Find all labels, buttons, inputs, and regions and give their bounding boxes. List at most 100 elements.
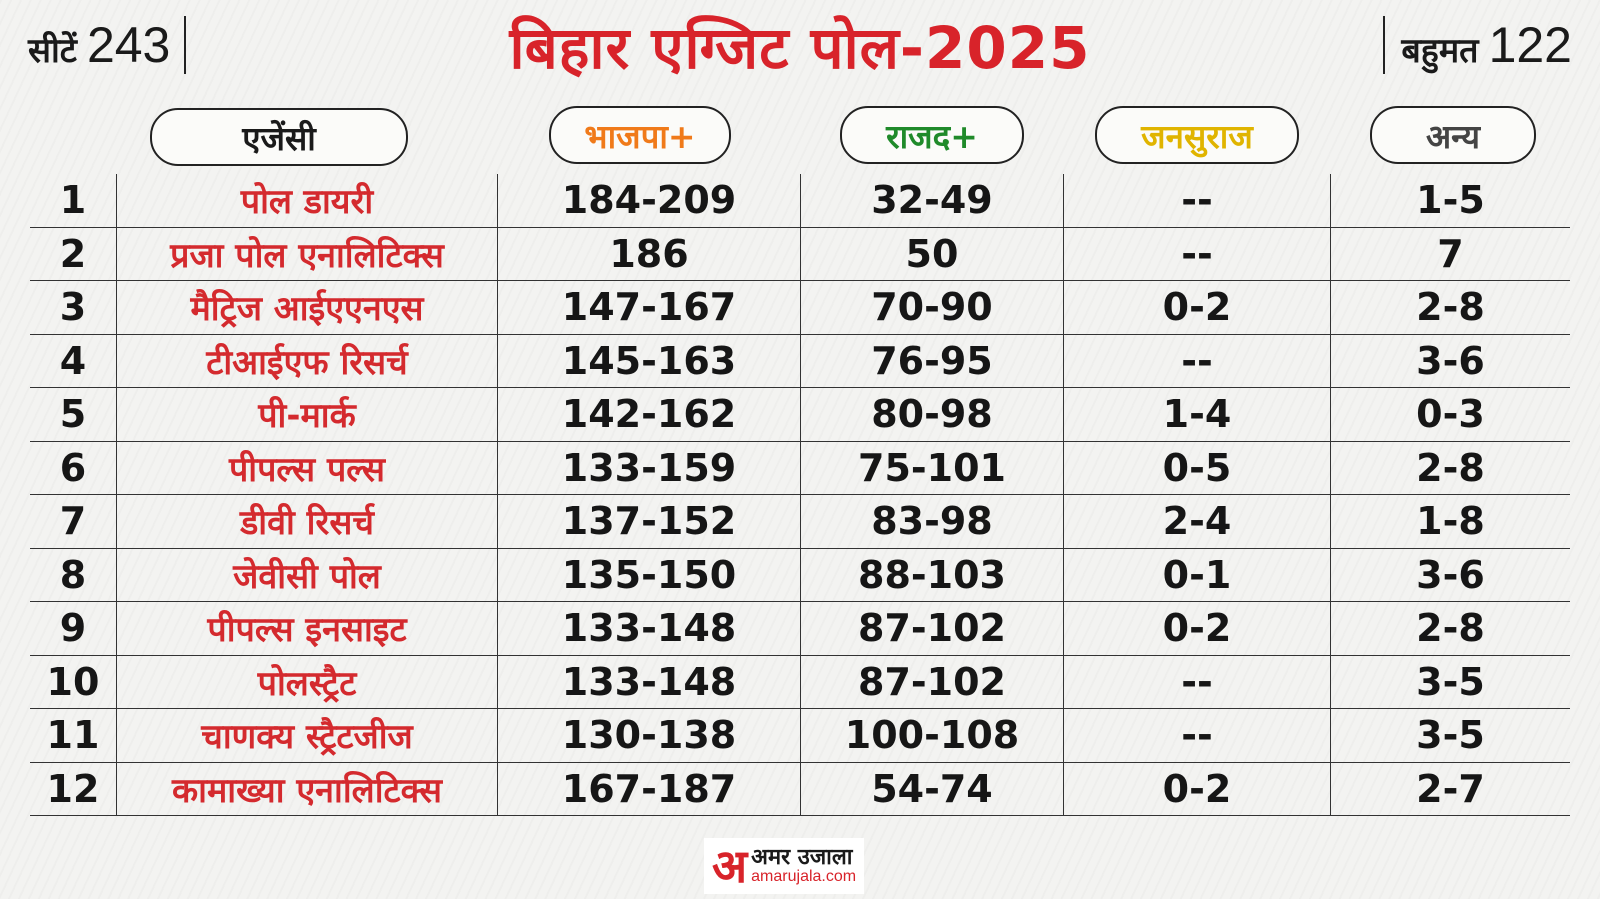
table-row: 1 पोल डायरी 184-209 32-49 -- 1-5 bbox=[30, 174, 1570, 228]
bjp-seats: 133-159 bbox=[497, 441, 801, 495]
others-seats: 3-6 bbox=[1330, 334, 1570, 388]
others-seats: 0-3 bbox=[1330, 387, 1570, 442]
others-seats: 2-8 bbox=[1330, 601, 1570, 656]
page-title: बिहार एग्जिट पोल-2025 bbox=[509, 14, 1091, 82]
others-seats: 2-8 bbox=[1330, 441, 1570, 495]
table-row: 9 पीपल्स इनसाइट 133-148 87-102 0-2 2-8 bbox=[30, 601, 1570, 656]
exit-poll-table: 1 पोल डायरी 184-209 32-49 -- 1-5 2 प्रजा पोल एन… bbox=[30, 174, 1570, 816]
column-header-others: अन्य bbox=[1370, 106, 1536, 164]
column-header-jansuraj: जनसुराज bbox=[1095, 106, 1299, 164]
row-number: 5 bbox=[30, 387, 117, 442]
column-header-bjp: भाजपा+ bbox=[549, 106, 731, 164]
rjd-seats: 32-49 bbox=[800, 174, 1064, 228]
bjp-seats: 184-209 bbox=[497, 174, 801, 228]
majority-value: 122 bbox=[1488, 17, 1572, 73]
others-seats: 3-5 bbox=[1330, 655, 1570, 709]
logo-site: amarujala.com bbox=[751, 868, 857, 885]
rjd-seats: 75-101 bbox=[800, 441, 1064, 495]
rjd-seats: 54-74 bbox=[800, 762, 1064, 816]
agency-name: पोल डायरी bbox=[116, 174, 498, 228]
bjp-seats: 133-148 bbox=[497, 655, 801, 709]
table-row: 8 जेवीसी पोल 135-150 88-103 0-1 3-6 bbox=[30, 548, 1570, 602]
jansuraj-seats: -- bbox=[1063, 227, 1331, 281]
table-row: 10 पोलस्ट्रैट 133-148 87-102 -- 3-5 bbox=[30, 655, 1570, 709]
exit-poll-rows: 1 पोल डायरी 184-209 32-49 -- 1-5 2 प्रजा पोल एन… bbox=[30, 174, 1570, 816]
others-seats: 2-7 bbox=[1330, 762, 1570, 816]
others-seats: 3-6 bbox=[1330, 548, 1570, 602]
row-number: 4 bbox=[30, 334, 117, 388]
jansuraj-seats: 0-5 bbox=[1063, 441, 1331, 495]
row-number: 3 bbox=[30, 280, 117, 335]
agency-name: डीवी रिसर्च bbox=[116, 494, 498, 549]
agency-name: पोलस्ट्रैट bbox=[116, 655, 498, 709]
bjp-seats: 145-163 bbox=[497, 334, 801, 388]
jansuraj-seats: 0-2 bbox=[1063, 601, 1331, 656]
rjd-seats: 70-90 bbox=[800, 280, 1064, 335]
rjd-seats: 88-103 bbox=[800, 548, 1064, 602]
rjd-seats: 50 bbox=[800, 227, 1064, 281]
bjp-seats: 133-148 bbox=[497, 601, 801, 656]
majority-label: बहुमत bbox=[1401, 31, 1479, 71]
bjp-seats: 130-138 bbox=[497, 708, 801, 763]
seats-label: सीटें bbox=[28, 31, 77, 71]
bjp-seats: 137-152 bbox=[497, 494, 801, 549]
agency-name: जेवीसी पोल bbox=[116, 548, 498, 602]
amar-ujala-logo: अ अमर उजाला amarujala.com bbox=[704, 838, 865, 894]
agency-name: प्रजा पोल एनालिटिक्स bbox=[116, 227, 498, 281]
others-seats: 7 bbox=[1330, 227, 1570, 281]
rjd-seats: 87-102 bbox=[800, 601, 1064, 656]
rjd-seats: 83-98 bbox=[800, 494, 1064, 549]
rjd-seats: 76-95 bbox=[800, 334, 1064, 388]
row-number: 12 bbox=[30, 762, 117, 816]
jansuraj-seats: 1-4 bbox=[1063, 387, 1331, 442]
rjd-seats: 87-102 bbox=[800, 655, 1064, 709]
bjp-seats: 167-187 bbox=[497, 762, 801, 816]
row-number: 2 bbox=[30, 227, 117, 281]
jansuraj-seats: -- bbox=[1063, 655, 1331, 709]
row-number: 11 bbox=[30, 708, 117, 763]
jansuraj-seats: -- bbox=[1063, 334, 1331, 388]
row-number: 1 bbox=[30, 174, 117, 228]
agency-name: कामाख्या एनालिटिक्स bbox=[116, 762, 498, 816]
table-row: 6 पीपल्स पल्स 133-159 75-101 0-5 2-8 bbox=[30, 441, 1570, 495]
bjp-seats: 147-167 bbox=[497, 280, 801, 335]
row-number: 10 bbox=[30, 655, 117, 709]
agency-name: पीपल्स इनसाइट bbox=[116, 601, 498, 656]
row-number: 6 bbox=[30, 441, 117, 495]
table-row: 12 कामाख्या एनालिटिक्स 167-187 54-74 0-2 2-7 bbox=[30, 762, 1570, 816]
majority-mark: बहुमत 122 bbox=[1383, 16, 1572, 74]
row-number: 8 bbox=[30, 548, 117, 602]
jansuraj-seats: 0-2 bbox=[1063, 762, 1331, 816]
table-row: 4 टीआईएफ रिसर्च 145-163 76-95 -- 3-6 bbox=[30, 334, 1570, 388]
jansuraj-seats: 0-1 bbox=[1063, 548, 1331, 602]
jansuraj-seats: 0-2 bbox=[1063, 280, 1331, 335]
row-number: 7 bbox=[30, 494, 117, 549]
column-header-rjd: राजद+ bbox=[840, 106, 1024, 164]
others-seats: 1-8 bbox=[1330, 494, 1570, 549]
agency-name: पीपल्स पल्स bbox=[116, 441, 498, 495]
bjp-seats: 186 bbox=[497, 227, 801, 281]
rjd-seats: 80-98 bbox=[800, 387, 1064, 442]
jansuraj-seats: -- bbox=[1063, 708, 1331, 763]
agency-name: टीआईएफ रिसर्च bbox=[116, 334, 498, 388]
jansuraj-seats: 2-4 bbox=[1063, 494, 1331, 549]
agency-name: मैट्रिज आईएएनएस bbox=[116, 280, 498, 335]
bjp-seats: 135-150 bbox=[497, 548, 801, 602]
bjp-seats: 142-162 bbox=[497, 387, 801, 442]
table-row: 3 मैट्रिज आईएएनएस 147-167 70-90 0-2 2-8 bbox=[30, 280, 1570, 335]
jansuraj-seats: -- bbox=[1063, 174, 1331, 228]
table-row: 7 डीवी रिसर्च 137-152 83-98 2-4 1-8 bbox=[30, 494, 1570, 549]
table-row: 5 पी-मार्क 142-162 80-98 1-4 0-3 bbox=[30, 387, 1570, 442]
logo-mark-icon: अ bbox=[712, 839, 748, 893]
others-seats: 3-5 bbox=[1330, 708, 1570, 763]
rjd-seats: 100-108 bbox=[800, 708, 1064, 763]
others-seats: 1-5 bbox=[1330, 174, 1570, 228]
agency-name: चाणक्य स्ट्रैटजीज bbox=[116, 708, 498, 763]
others-seats: 2-8 bbox=[1330, 280, 1570, 335]
row-number: 9 bbox=[30, 601, 117, 656]
column-header-agency: एजेंसी bbox=[150, 108, 408, 166]
agency-name: पी-मार्क bbox=[116, 387, 498, 442]
table-row: 11 चाणक्य स्ट्रैटजीज 130-138 100-108 -- 3-5 bbox=[30, 708, 1570, 763]
total-seats: सीटें 243 bbox=[28, 16, 187, 74]
seats-value: 243 bbox=[86, 17, 171, 73]
